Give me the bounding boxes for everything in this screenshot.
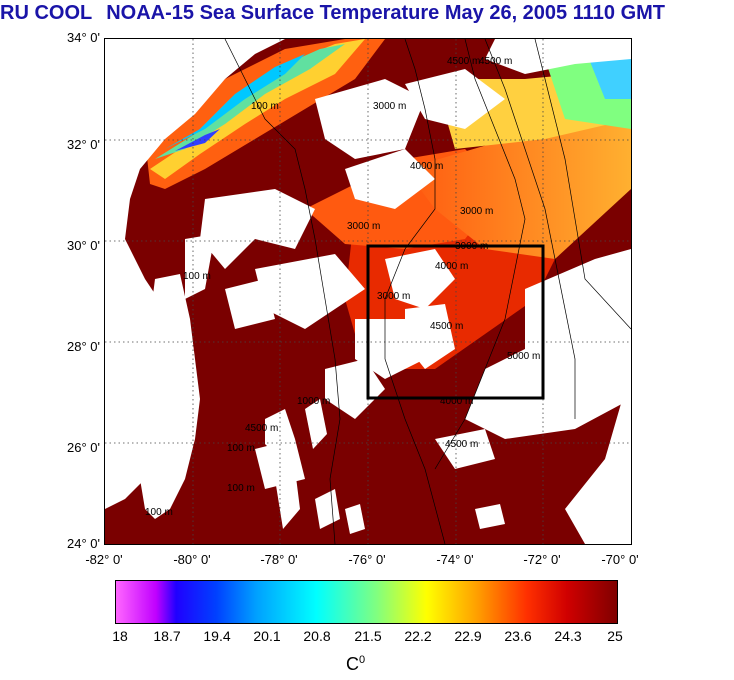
- title-source: RU COOL: [0, 2, 93, 24]
- lon-label: -82° 0': [85, 552, 123, 567]
- isobath-label: 100 m: [183, 271, 211, 282]
- isobath-label: 4500 m: [479, 56, 512, 67]
- isobath-label: 4500 m: [447, 56, 480, 67]
- land-florida: [140, 274, 200, 519]
- isobath-label: 1000 m: [297, 396, 330, 407]
- lon-label: -74° 0': [436, 552, 474, 567]
- colorbar-tick: 22.9: [454, 628, 482, 644]
- warm-front-region: [405, 109, 631, 259]
- lon-label: -72° 0': [523, 552, 561, 567]
- lat-label: 28° 0': [67, 339, 100, 354]
- colorbar-tick: 25: [607, 628, 623, 644]
- colorbar-tick: 23.6: [504, 628, 532, 644]
- cloud-cover: [185, 39, 631, 544]
- colorbar-tick: 24.3: [554, 628, 582, 644]
- isobath-label: 4000 m: [440, 396, 473, 407]
- lat-label: 34° 0': [67, 30, 100, 45]
- land-bahamas: [265, 399, 505, 534]
- temperature-colorbar: [115, 580, 618, 624]
- sst-map[interactable]: 100 m 3000 m 4000 m 3000 m 4500 m 3000 m…: [104, 38, 632, 545]
- isobath-label: 5000 m: [507, 351, 540, 362]
- study-area-box: [366, 244, 545, 400]
- lon-label: -78° 0': [260, 552, 298, 567]
- isobath-label: 100 m: [227, 483, 255, 494]
- lon-label: -70° 0': [601, 552, 639, 567]
- isobath-label: 4000 m: [410, 161, 443, 172]
- isobath-label: 3000 m: [373, 101, 406, 112]
- isobath-label: 3000 m: [460, 206, 493, 217]
- colorbar-tick: 20.1: [253, 628, 281, 644]
- lat-label: 30° 0': [67, 238, 100, 253]
- map-title: RU COOL NOAA-15 Sea Surface Temperature M…: [0, 2, 734, 30]
- isobath-label: 100 m: [227, 443, 255, 454]
- colorbar-tick: 18.7: [153, 628, 181, 644]
- colorbar-tick: 18: [112, 628, 128, 644]
- isobath-label: 100 m: [145, 507, 173, 518]
- isobath-label: 3000 m: [377, 291, 410, 302]
- lon-label: -76° 0': [348, 552, 386, 567]
- title-text: NOAA-15 Sea Surface Temperature May 26, …: [106, 2, 666, 24]
- isobath-label: 4000 m: [435, 261, 468, 272]
- isobath-label: 4500 m: [445, 439, 478, 450]
- colorbar-unit: C0: [346, 654, 366, 674]
- colorbar-tick: 22.2: [404, 628, 432, 644]
- colorbar-tick: 21.5: [354, 628, 382, 644]
- isobath-label: 4500 m: [430, 321, 463, 332]
- sst-map-canvas: 100 m 3000 m 4000 m 3000 m 4500 m 3000 m…: [105, 39, 631, 544]
- colorbar-tick: 20.8: [303, 628, 331, 644]
- lat-label: 26° 0': [67, 440, 100, 455]
- isobath-label: 3000 m: [347, 221, 380, 232]
- isobath-label: 3000 m: [455, 241, 488, 252]
- lat-label: 24° 0': [67, 536, 100, 551]
- colorbar-tick: 19.4: [203, 628, 231, 644]
- lat-label: 32° 0': [67, 137, 100, 152]
- lon-label: -80° 0': [173, 552, 211, 567]
- isobath-label: 100 m: [251, 101, 279, 112]
- isobath-lines: [224, 39, 631, 544]
- isobath-label: 4500 m: [245, 423, 278, 434]
